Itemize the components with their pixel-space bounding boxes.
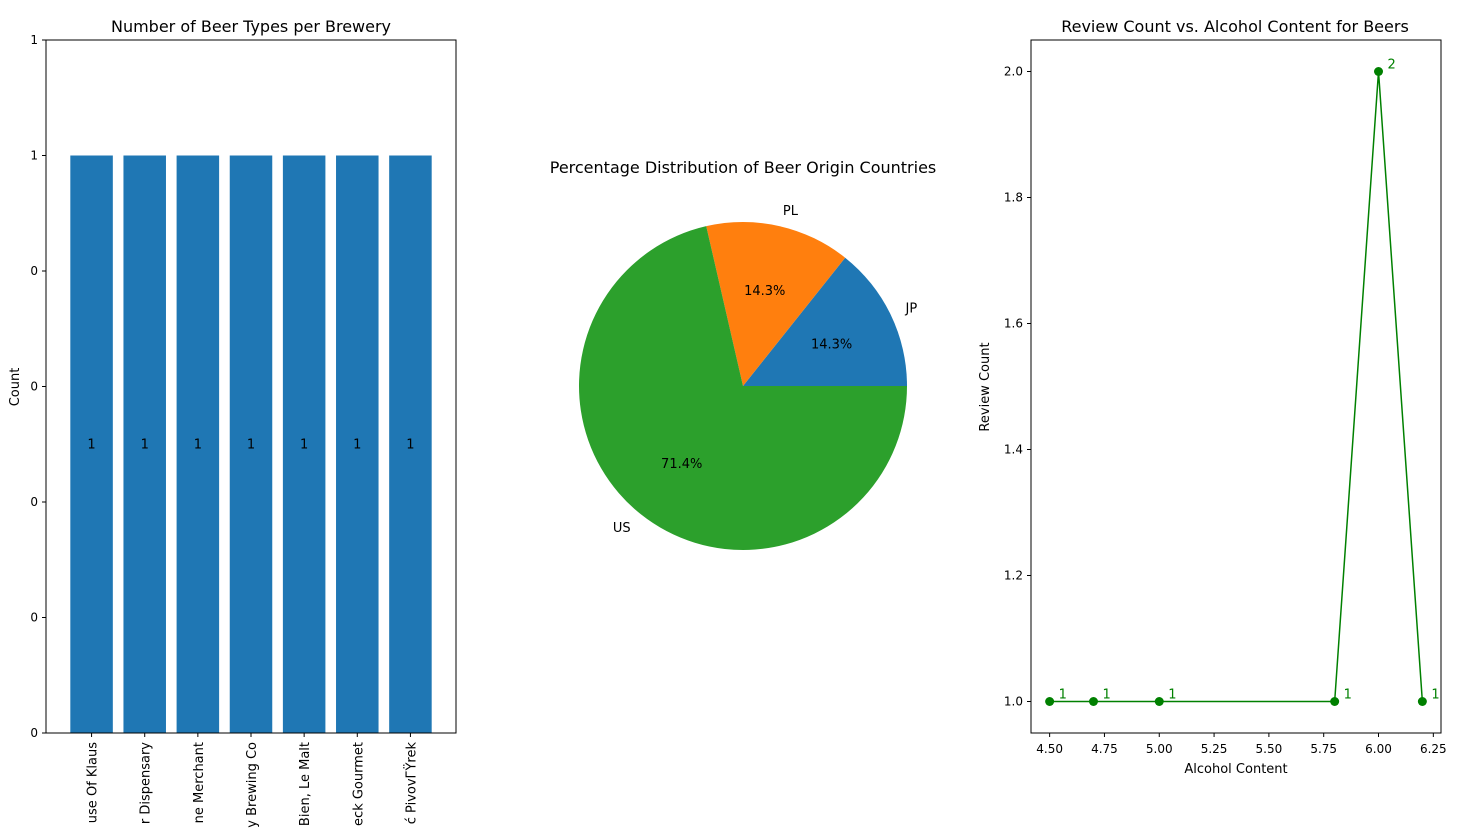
bar-xtick-label: ć PivovГŸrek — [403, 742, 419, 825]
line-point-label: 1 — [1431, 688, 1439, 703]
bar-value-label: 1 — [406, 437, 414, 452]
bar-value-label: 1 — [194, 437, 202, 452]
line-xtick-label: 6.00 — [1365, 742, 1392, 756]
pie-pct-label: 14.3% — [744, 284, 785, 299]
line-ytick-label: 2.0 — [1004, 65, 1023, 79]
line-ytick-label: 1.4 — [1004, 443, 1023, 457]
line-point — [1154, 697, 1164, 706]
bar — [70, 155, 113, 733]
pie-slice-label: US — [613, 521, 631, 536]
bar-ytick-label: 0 — [30, 264, 38, 278]
line-chart-ylabel: Review Count — [978, 342, 993, 431]
line-point — [1374, 67, 1384, 76]
bar-ytick-label: 1 — [30, 33, 38, 47]
bar — [389, 155, 432, 733]
line-ytick-label: 1.2 — [1004, 569, 1023, 583]
bar — [282, 155, 326, 733]
line-ytick-label: 1.8 — [1004, 191, 1023, 205]
bar-xtick-label: ne Merchant — [192, 742, 207, 823]
bar-value-label: 1 — [353, 437, 361, 452]
line-xtick-label: 5.00 — [1146, 742, 1173, 756]
line-point — [1330, 697, 1340, 706]
bar — [176, 155, 220, 733]
line-series — [1049, 71, 1424, 703]
pie-slice-label: JP — [904, 302, 917, 317]
bar-xtick-label: Bien, Le Malt — [298, 742, 313, 826]
pie-pct-label: 14.3% — [811, 337, 852, 352]
bar — [123, 155, 166, 733]
bar-chart-title: Number of Beer Types per Brewery — [111, 17, 391, 36]
line-ytick-label: 1.0 — [1004, 695, 1023, 709]
line-xtick-label: 5.25 — [1201, 742, 1228, 756]
line-xtick-label: 4.50 — [1036, 742, 1063, 756]
bar-xtick-label: eck Gourmet — [351, 742, 366, 826]
bar-xtick-label: use Of Klaus — [86, 742, 101, 823]
line-chart: Review Count vs. Alcohol Content for Bee… — [978, 17, 1447, 777]
pie-chart: Percentage Distribution of Beer Origin C… — [550, 158, 937, 550]
pie-slice — [706, 222, 846, 386]
pie-slice-label: PL — [783, 204, 799, 219]
line-chart-xlabel: Alcohol Content — [1184, 762, 1287, 777]
line-chart-title: Review Count vs. Alcohol Content for Bee… — [1061, 17, 1409, 36]
bar-value-label: 1 — [87, 437, 95, 452]
line-point — [1088, 697, 1098, 706]
bar-ytick-label: 0 — [30, 495, 38, 509]
bar-value-label: 1 — [247, 437, 255, 452]
line-point-label: 2 — [1388, 58, 1396, 73]
line-point — [1417, 697, 1427, 706]
bar-ytick-label: 0 — [30, 380, 38, 394]
bar-ytick-label: 0 — [30, 726, 38, 740]
bar — [229, 155, 273, 733]
bar-chart-frame — [45, 39, 457, 734]
line-xtick-label: 5.50 — [1256, 742, 1283, 756]
line-xtick-label: 5.75 — [1310, 742, 1337, 756]
line-ytick-label: 1.6 — [1004, 317, 1023, 331]
pie-chart-title: Percentage Distribution of Beer Origin C… — [550, 158, 937, 177]
bar-chart: Number of Beer Types per Brewery Count 0… — [8, 17, 457, 828]
line-chart-frame — [1030, 39, 1442, 734]
line-xtick-label: 4.75 — [1091, 742, 1118, 756]
line-point — [1045, 697, 1055, 706]
line-point-label: 1 — [1102, 688, 1110, 703]
bar — [336, 155, 379, 733]
line-point-label: 1 — [1059, 688, 1067, 703]
line-xtick-label: 6.25 — [1420, 742, 1447, 756]
bar-xtick-label: r Dispensary — [139, 742, 154, 824]
line-point-label: 1 — [1344, 688, 1352, 703]
line-point-label: 1 — [1168, 688, 1176, 703]
bar-xtick-label: y Brewing Co — [245, 742, 260, 828]
bar-value-label: 1 — [300, 437, 308, 452]
bar-value-label: 1 — [141, 437, 149, 452]
bar-ytick-label: 0 — [30, 611, 38, 625]
pie-pct-label: 71.4% — [661, 457, 702, 472]
bar-ytick-label: 1 — [30, 149, 38, 163]
pie-slice — [578, 226, 907, 550]
pie-slice — [743, 257, 907, 386]
bar-chart-ylabel: Count — [8, 368, 23, 407]
